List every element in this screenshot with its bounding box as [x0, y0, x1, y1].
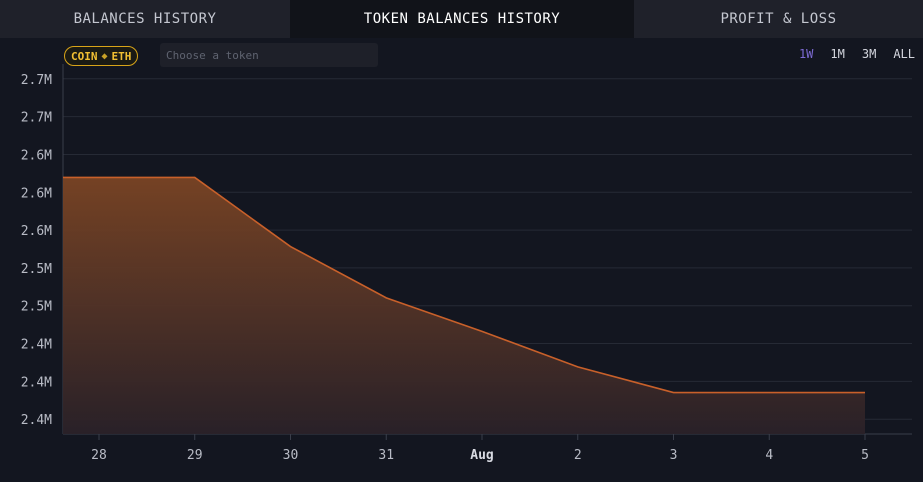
coin-label: COIN [71, 49, 98, 63]
series-area-fill [63, 177, 865, 434]
x-axis: 28 29 30 31 Aug 2 3 4 5 [63, 433, 912, 463]
eth-label: ETH [111, 49, 132, 63]
y-tick-label: 2.5M [21, 300, 52, 315]
series-layer [63, 176, 865, 434]
tab-balances-history[interactable]: BALANCES HISTORY [0, 0, 290, 38]
x-tick-label: 30 [283, 448, 299, 463]
tab-bar: BALANCES HISTORY TOKEN BALANCES HISTORY … [0, 0, 923, 38]
y-tick-label: 2.4M [21, 375, 52, 390]
x-tick-label: 31 [378, 448, 394, 463]
range-all[interactable]: ALL [893, 47, 915, 61]
y-tick-label: 2.4M [21, 413, 52, 428]
x-tick-label: 3 [670, 448, 678, 463]
range-1w[interactable]: 1W [798, 47, 814, 61]
x-tick-label: 4 [765, 448, 773, 463]
y-tick-label: 2.4M [21, 338, 52, 353]
range-selector: 1W 1M 3M ALL [799, 47, 915, 61]
y-tick-label: 2.7M [21, 111, 52, 126]
eth-icon: ◆ [101, 50, 108, 62]
area-chart: 2.4M 2.4M 2.4M 2.5M 2.5M 2.6M 2.6M 2.6M 2.7M 2.7M… [21, 64, 912, 463]
tab-profit-loss[interactable]: PROFIT & LOSS [634, 0, 923, 38]
series-line [63, 176, 865, 394]
y-tick-label: 2.5M [21, 262, 52, 277]
range-3m[interactable]: 3M [861, 47, 877, 61]
y-tick-label: 2.6M [21, 224, 52, 239]
tab-token-balances-history[interactable]: TOKEN BALANCES HISTORY [290, 0, 634, 38]
token-search-input[interactable] [160, 43, 378, 67]
range-1m[interactable]: 1M [830, 47, 845, 61]
y-axis: 2.4M 2.4M 2.4M 2.5M 2.5M 2.6M 2.6M 2.6M 2.7M 2.7M [21, 64, 64, 434]
x-tick-label: 5 [861, 448, 869, 463]
y-tick-label: 2.6M [21, 186, 52, 201]
x-tick-label: 2 [574, 448, 582, 463]
x-tick-label: 28 [91, 448, 107, 463]
y-tick-label: 2.7M [21, 73, 52, 88]
coin-filter-badge[interactable]: COIN ◆ ETH [64, 46, 139, 66]
y-tick-label: 2.6M [21, 148, 52, 163]
x-tick-label: 29 [187, 448, 203, 463]
x-tick-label: Aug [470, 448, 493, 463]
